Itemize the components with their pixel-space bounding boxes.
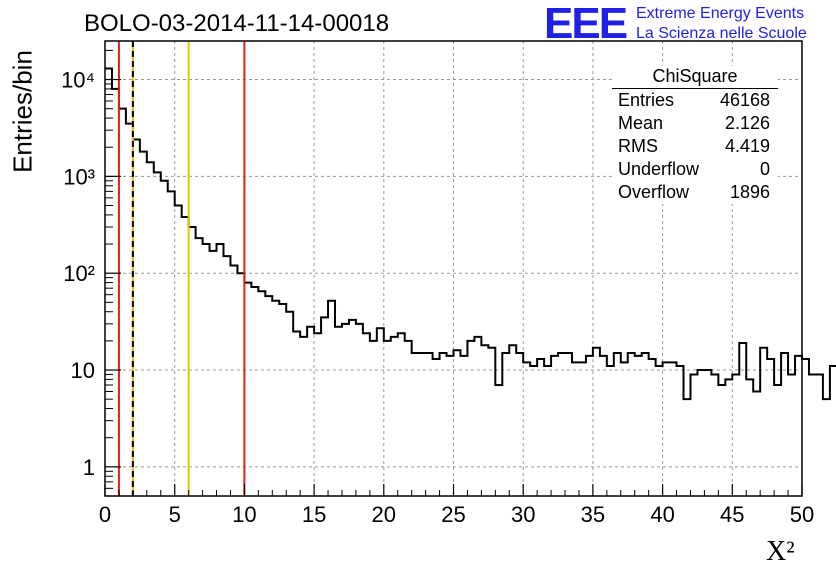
histogram-series [105,67,836,401]
stats-label: Entries [618,90,675,110]
x-tick-label: 40 [650,502,674,527]
stats-row-entries: Entries 46168 [612,89,778,112]
stats-value: 0 [759,159,770,179]
chart-title: BOLO-03-2014-11-14-00018 [84,10,390,37]
x-tick-label: 5 [169,502,181,527]
x-tick-label: 20 [372,502,396,527]
eee-logo-text: Extreme Energy Events La Scienza nelle S… [636,4,807,44]
x-axis-label: X² [766,536,795,567]
stats-value: 4.419 [724,136,770,156]
y-tick-label: 10² [63,261,95,286]
logo-line-2: La Scienza nelle Scuole [636,25,807,42]
stats-box-title: ChiSquare [612,66,778,89]
stats-value: 1896 [729,182,770,202]
y-tick-label: 10³ [63,164,95,189]
reference-lines [117,41,246,496]
x-tick-label: 30 [511,502,535,527]
axis-ticks: 0 5 10 15 20 25 30 35 40 45 50 1 10 10² 10³ 10⁴ [61,49,814,527]
y-axis-label: Entries/bin [7,50,38,173]
stats-value: 46168 [719,90,770,110]
y-tick-label: 10⁴ [61,68,95,93]
stats-label: RMS [618,136,658,156]
stats-row-rms: RMS 4.419 [612,135,778,158]
x-tick-label: 45 [720,502,744,527]
eee-logo-mark: EEE [544,0,628,48]
y-tick-label: 10 [71,358,95,383]
y-tick-label: 1 [83,455,95,480]
x-tick-label: 15 [302,502,326,527]
stats-row-overflow: Overflow 1896 [612,181,778,204]
x-tick-label: 0 [99,502,111,527]
stats-label: Underflow [618,159,700,179]
stats-label: Overflow [618,182,690,202]
stats-value: 2.126 [724,113,770,133]
logo-line-1: Extreme Energy Events [636,5,805,22]
x-tick-label: 10 [232,502,256,527]
stats-box: ChiSquare Entries 46168 Mean 2.126 RMS 4.41… [612,66,778,204]
x-tick-label: 35 [581,502,605,527]
stats-label: Mean [618,113,664,133]
x-tick-label: 25 [441,502,465,527]
grid-lines [105,41,802,496]
stats-row-mean: Mean 2.126 [612,112,778,135]
x-tick-label: 50 [790,502,814,527]
stats-row-underflow: Underflow 0 [612,158,778,181]
